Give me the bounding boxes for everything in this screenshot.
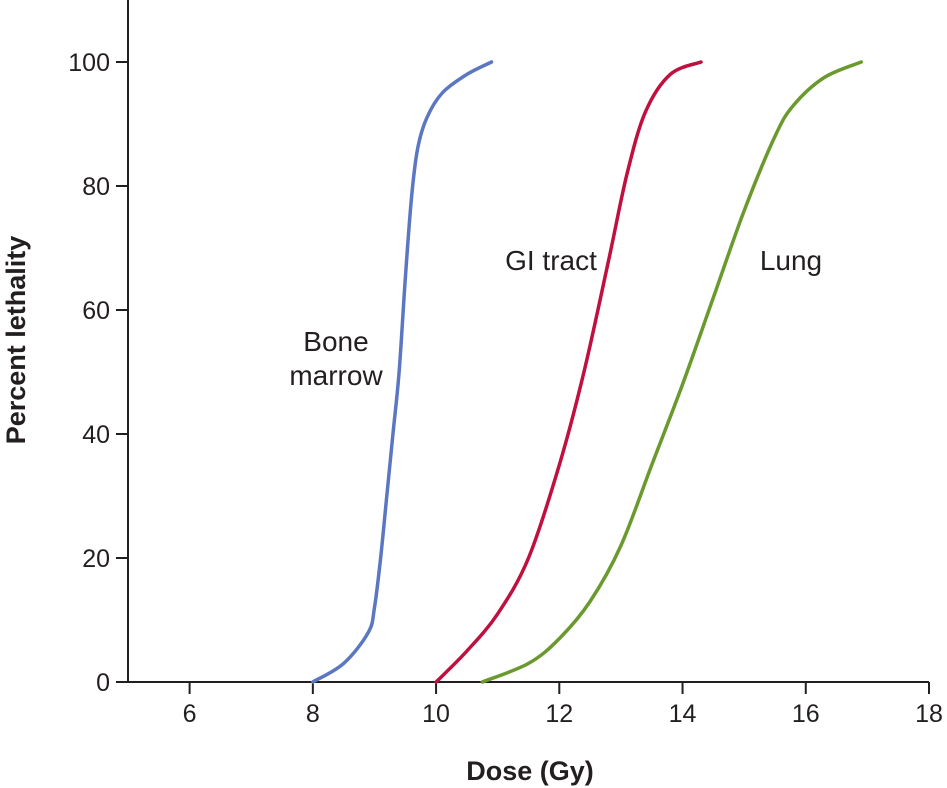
x-tick-label: 18 (915, 700, 943, 728)
x-tick-label: 12 (545, 700, 573, 728)
axes: 6 8 10 12 14 16 18 0 20 40 60 80 100 (68, 0, 943, 728)
x-tick-label: 8 (306, 700, 320, 728)
series-line-lung (480, 60, 863, 684)
x-tick-label: 14 (669, 700, 697, 728)
y-tick-label: 100 (68, 49, 110, 77)
y-axis-label: Percent lethality (1, 236, 31, 445)
y-tick-label: 20 (82, 545, 110, 573)
series-line-bone-marrow (311, 60, 494, 684)
x-axis-label: Dose (Gy) (466, 756, 594, 786)
x-tick-label: 10 (422, 700, 450, 728)
y-tick-label: 0 (96, 669, 110, 697)
series-lines (311, 60, 863, 684)
series-line-gi-tract (434, 60, 703, 684)
series-label: marrow (289, 360, 383, 391)
y-tick-label: 40 (82, 421, 110, 449)
series-label: GI tract (505, 245, 597, 276)
x-tick-label: 6 (183, 700, 197, 728)
y-tick-label: 80 (82, 173, 110, 201)
y-tick-label: 60 (82, 297, 110, 325)
x-tick-label: 16 (792, 700, 820, 728)
series-label: Lung (760, 245, 822, 276)
series-label: Bone (303, 326, 368, 357)
